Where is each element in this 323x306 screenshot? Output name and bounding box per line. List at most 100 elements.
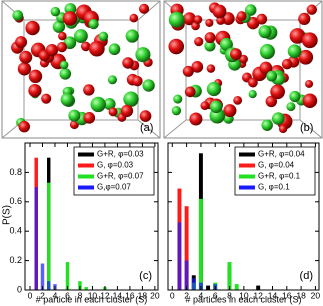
- sphere: [305, 79, 314, 88]
- legend-label: G,φ=0.07: [97, 183, 131, 192]
- x-tick-label: 10: [239, 290, 249, 300]
- x-tick-label: 16: [282, 290, 292, 300]
- sphere: [182, 65, 194, 77]
- sphere: [139, 3, 150, 14]
- bar: [191, 278, 196, 290]
- x-tick-label: 20: [311, 290, 321, 300]
- sphere: [132, 75, 143, 87]
- render-a: (a): [1, 0, 161, 139]
- sphere: [191, 61, 204, 73]
- sphere: [286, 102, 296, 112]
- sphere: [194, 37, 204, 47]
- sphere: [12, 10, 24, 21]
- sphere: [230, 48, 242, 61]
- sphere: [59, 68, 72, 80]
- sphere: [19, 50, 33, 64]
- sphere: [212, 4, 227, 19]
- sphere: [266, 70, 278, 82]
- panel-label: (d): [300, 270, 313, 282]
- x-tick-label: 18: [296, 290, 306, 300]
- sphere: [45, 43, 59, 57]
- sphere: [171, 106, 182, 116]
- x-axis-title: # particles in each cluster (S): [185, 294, 301, 304]
- x-tick-label: 4: [199, 290, 204, 300]
- x-tick-label: 6: [213, 290, 218, 300]
- sphere: [28, 69, 43, 84]
- sphere: [62, 11, 78, 26]
- sphere: [219, 37, 233, 51]
- sphere: [58, 31, 67, 41]
- sphere: [168, 38, 185, 55]
- x-tick-label: 2: [40, 290, 45, 300]
- x-tick-label: 12: [100, 290, 110, 300]
- bar: [234, 284, 239, 290]
- y-tick-label: 0.8: [9, 167, 22, 177]
- sphere: [298, 12, 311, 26]
- sphere: [278, 124, 288, 134]
- bar: [34, 187, 38, 290]
- sphere: [50, 6, 61, 17]
- sphere: [236, 11, 247, 22]
- sphere: [184, 86, 196, 98]
- y-tick-label: 0.6: [9, 196, 22, 206]
- x-tick-label: 20: [150, 290, 160, 300]
- sphere: [287, 44, 302, 59]
- legend-label: G, φ=0.04: [258, 161, 295, 170]
- sphere: [56, 42, 68, 53]
- sphere: [17, 62, 32, 76]
- sphere: [59, 60, 69, 70]
- bar: [227, 262, 232, 290]
- legend-label: G, φ=0.1: [258, 183, 290, 192]
- sphere: [89, 40, 105, 57]
- sphere: [248, 77, 258, 88]
- sphere: [83, 112, 96, 124]
- bar: [47, 281, 51, 290]
- sphere: [168, 11, 185, 28]
- sphere: [189, 112, 203, 126]
- sphere: [129, 13, 139, 23]
- x-tick-label: 6: [65, 290, 70, 300]
- sphere: [239, 54, 248, 64]
- sphere: [204, 32, 216, 44]
- render-b: (b): [163, 0, 323, 139]
- sphere: [256, 13, 268, 25]
- legend-label: G+R, φ=0.07: [97, 172, 144, 181]
- sphere: [108, 43, 121, 56]
- sphere: [122, 57, 134, 69]
- x-tick-label: 10: [88, 290, 98, 300]
- sphere: [139, 110, 152, 122]
- sphere: [108, 107, 118, 117]
- sphere: [302, 93, 318, 109]
- legend-label: G, φ=0.03: [97, 161, 134, 170]
- bar: [206, 285, 211, 290]
- sphere: [306, 4, 317, 15]
- sphere: [206, 64, 216, 73]
- sphere: [83, 84, 95, 96]
- x-tick-label: 8: [78, 290, 83, 300]
- y-tick-label: 0: [17, 284, 22, 294]
- sphere: [28, 83, 42, 98]
- sphere: [193, 15, 203, 24]
- bar: [65, 262, 70, 290]
- legend-label: G+R, φ=0.04: [258, 150, 305, 159]
- sphere: [80, 41, 91, 52]
- sphere: [223, 104, 237, 118]
- sphere: [98, 31, 109, 42]
- x-tick-label: 18: [138, 290, 148, 300]
- bar: [184, 260, 189, 290]
- sphere: [15, 36, 28, 49]
- sphere: [261, 119, 273, 131]
- sphere: [125, 29, 139, 43]
- sphere: [103, 98, 116, 111]
- sphere: [52, 20, 66, 33]
- legend-label: G+R, φ=0.03: [97, 150, 144, 159]
- sphere: [289, 90, 301, 103]
- y-tick-label: 0.2: [9, 255, 22, 265]
- sphere: [271, 112, 285, 125]
- bar: [184, 206, 189, 290]
- sphere: [135, 47, 151, 63]
- sphere: [233, 95, 243, 105]
- x-tick-label: 8: [227, 290, 232, 300]
- sphere: [298, 49, 314, 65]
- sphere: [259, 44, 275, 60]
